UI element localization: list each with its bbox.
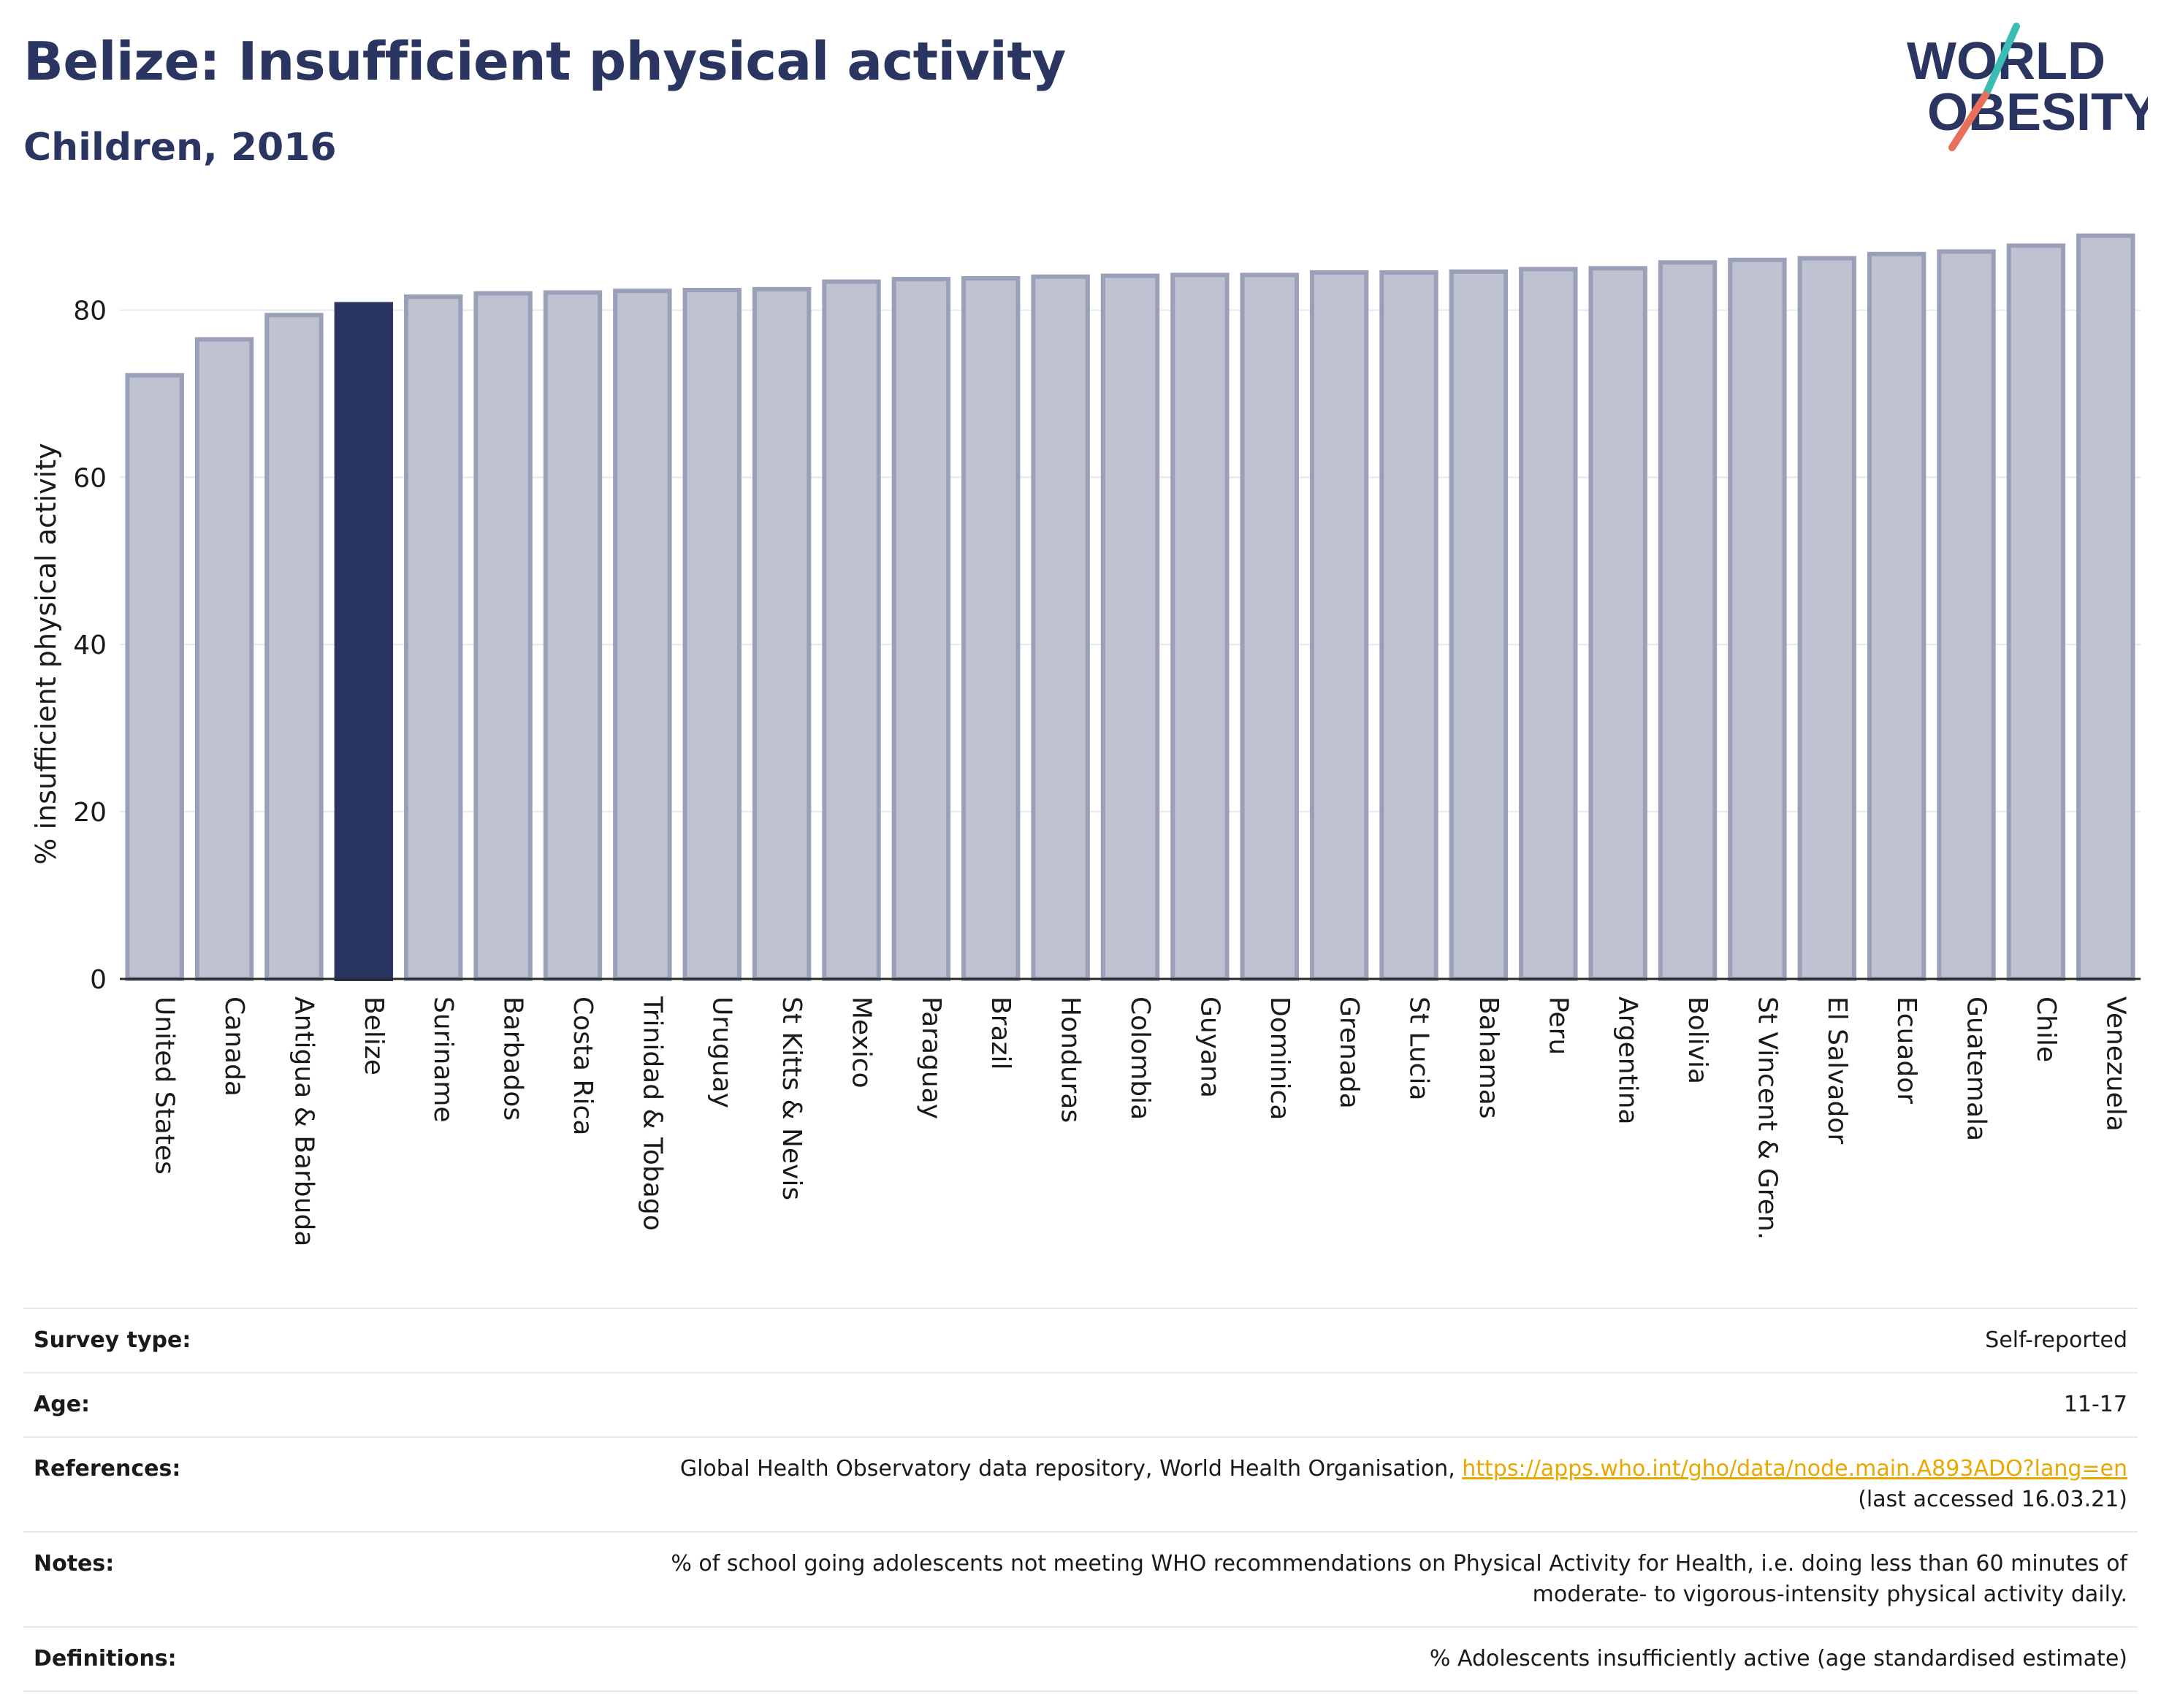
logo-slash-red <box>1948 91 1989 151</box>
x-tick-label: Ecuador <box>1891 996 1921 1104</box>
bar-bolivia <box>1658 260 1718 981</box>
bar-chile <box>2006 243 2066 982</box>
x-tick-label: Guyana <box>1194 996 1224 1098</box>
y-tick-label: 0 <box>90 965 107 995</box>
x-tick-label: St Lucia <box>1404 996 1434 1101</box>
x-tick-label: Chile <box>2031 996 2061 1062</box>
references-link[interactable]: https://apps.who.int/gho/data/node.main.… <box>1462 1456 2127 1482</box>
x-tick-label: Brazil <box>986 996 1015 1070</box>
x-tick-label: Uruguay <box>707 996 737 1108</box>
info-row-survey-type: Survey type: Self-reported <box>23 1308 2138 1373</box>
age-label: Age: <box>34 1392 91 1417</box>
bar-grenada <box>1309 270 1369 981</box>
logo-slash-teal <box>1982 23 2020 99</box>
references-accessed: (last accessed 16.03.21) <box>1858 1487 2127 1512</box>
info-row-references: References: Global Health Observatory da… <box>23 1437 2138 1532</box>
y-tick-label: 60 <box>73 463 107 493</box>
bar-brazil <box>961 275 1021 981</box>
page-subtitle: Children, 2016 <box>23 126 337 169</box>
bar-belize <box>334 302 394 981</box>
bar-paraguay <box>891 277 951 982</box>
bar-trinidad-tobago <box>613 289 672 982</box>
y-tick-label: 80 <box>73 296 107 326</box>
bar-uruguay <box>682 287 742 981</box>
definitions-value: % Adolescents insufficiently active (age… <box>1429 1646 2127 1671</box>
page-title: Belize: Insufficient physical activity <box>23 31 1066 92</box>
x-tick-label: Argentina <box>1613 996 1643 1125</box>
x-tick-label: Mexico <box>846 996 876 1089</box>
bar-st-vincent-gren- <box>1728 257 1787 982</box>
bar-honduras <box>1031 274 1090 981</box>
x-tick-label: Guatemala <box>1962 996 1992 1141</box>
x-tick-label: Honduras <box>1056 996 1086 1123</box>
bar-colombia <box>1100 273 1160 982</box>
references-text: Global Health Observatory data repositor… <box>679 1456 1463 1482</box>
x-tick-label: Canada <box>219 996 249 1097</box>
bar-peru <box>1519 267 1578 982</box>
x-tick-label: Bolivia <box>1682 996 1712 1084</box>
bar-canada <box>194 337 254 981</box>
y-tick-labels: 0 20 40 60 80 <box>73 296 107 995</box>
x-tick-label: Colombia <box>1125 996 1155 1120</box>
bar-barbados <box>473 291 533 982</box>
bar-st-lucia <box>1379 270 1438 981</box>
y-tick-label: 20 <box>73 798 107 828</box>
info-row-definitions: Definitions: % Adolescents insufficientl… <box>23 1627 2138 1691</box>
bar-guyana <box>1170 272 1230 981</box>
survey-type-label: Survey type: <box>34 1327 191 1353</box>
references-label: References: <box>34 1456 181 1482</box>
info-table: Survey type: Self-reported Age: 11-17 Re… <box>23 1308 2138 1692</box>
x-tick-label: Suriname <box>428 996 458 1123</box>
bar-bahamas <box>1449 269 1509 982</box>
bar-venezuela <box>2076 233 2135 982</box>
x-tick-label: Trinidad & Tobago <box>637 996 667 1231</box>
bar-united-states <box>125 373 184 981</box>
bar-ecuador <box>1867 251 1926 982</box>
notes-label: Notes: <box>34 1551 115 1577</box>
age-value: 11-17 <box>2063 1392 2127 1417</box>
x-tick-labels: United States Canada Antigua & Barbuda Beli… <box>150 996 2131 1246</box>
x-tick-label: Belize <box>359 996 389 1075</box>
bar-dominica <box>1240 272 1299 981</box>
x-tick-label: Peru <box>1543 996 1573 1055</box>
bar-chart: 0 20 40 60 80 United States Canada Antigua & B… <box>30 233 2141 1246</box>
x-tick-label: Bahamas <box>1474 996 1503 1119</box>
y-tick-label: 40 <box>73 630 107 660</box>
bar-antigua-barbuda <box>264 313 324 982</box>
world-obesity-logo: WORLD OBESITY <box>1907 23 2148 151</box>
bar-el-salvador <box>1797 256 1856 981</box>
x-tick-label: El Salvador <box>1822 996 1852 1144</box>
info-row-age: Age: 11-17 <box>23 1373 2138 1437</box>
x-tick-label: Venezuela <box>2100 996 2130 1132</box>
bar-st-kitts-nevis <box>752 286 812 982</box>
x-tick-label: Costa Rica <box>568 996 598 1135</box>
references-value: Global Health Observatory data repositor… <box>263 1437 2138 1532</box>
notes-line1: % of school going adolescents not meetin… <box>671 1551 2127 1577</box>
x-tick-label: Paraguay <box>916 996 946 1119</box>
x-tick-label: Grenada <box>1334 996 1364 1109</box>
bars <box>125 233 2135 982</box>
y-axis-label: % insufficient physical activity <box>30 443 62 864</box>
x-tick-label: St Vincent & Gren. <box>1752 996 1782 1240</box>
bar-guatemala <box>1937 249 1996 982</box>
x-tick-label: Barbados <box>498 996 528 1121</box>
bar-costa-rica <box>543 290 603 981</box>
survey-type-value: Self-reported <box>1985 1327 2127 1353</box>
definitions-label: Definitions: <box>34 1646 177 1671</box>
bar-argentina <box>1588 266 1647 981</box>
x-tick-label: United States <box>150 996 180 1175</box>
notes-line2: moderate- to vigorous-intensity physical… <box>1532 1582 2127 1607</box>
x-tick-label: St Kitts & Nevis <box>777 996 807 1200</box>
info-row-notes: Notes: % of school going adolescents not… <box>23 1532 2138 1627</box>
bar-mexico <box>822 279 881 982</box>
x-tick-label: Antigua & Barbuda <box>289 996 319 1246</box>
bar-suriname <box>404 294 463 981</box>
notes-value: % of school going adolescents not meetin… <box>263 1532 2138 1627</box>
x-tick-label: Dominica <box>1265 996 1295 1121</box>
